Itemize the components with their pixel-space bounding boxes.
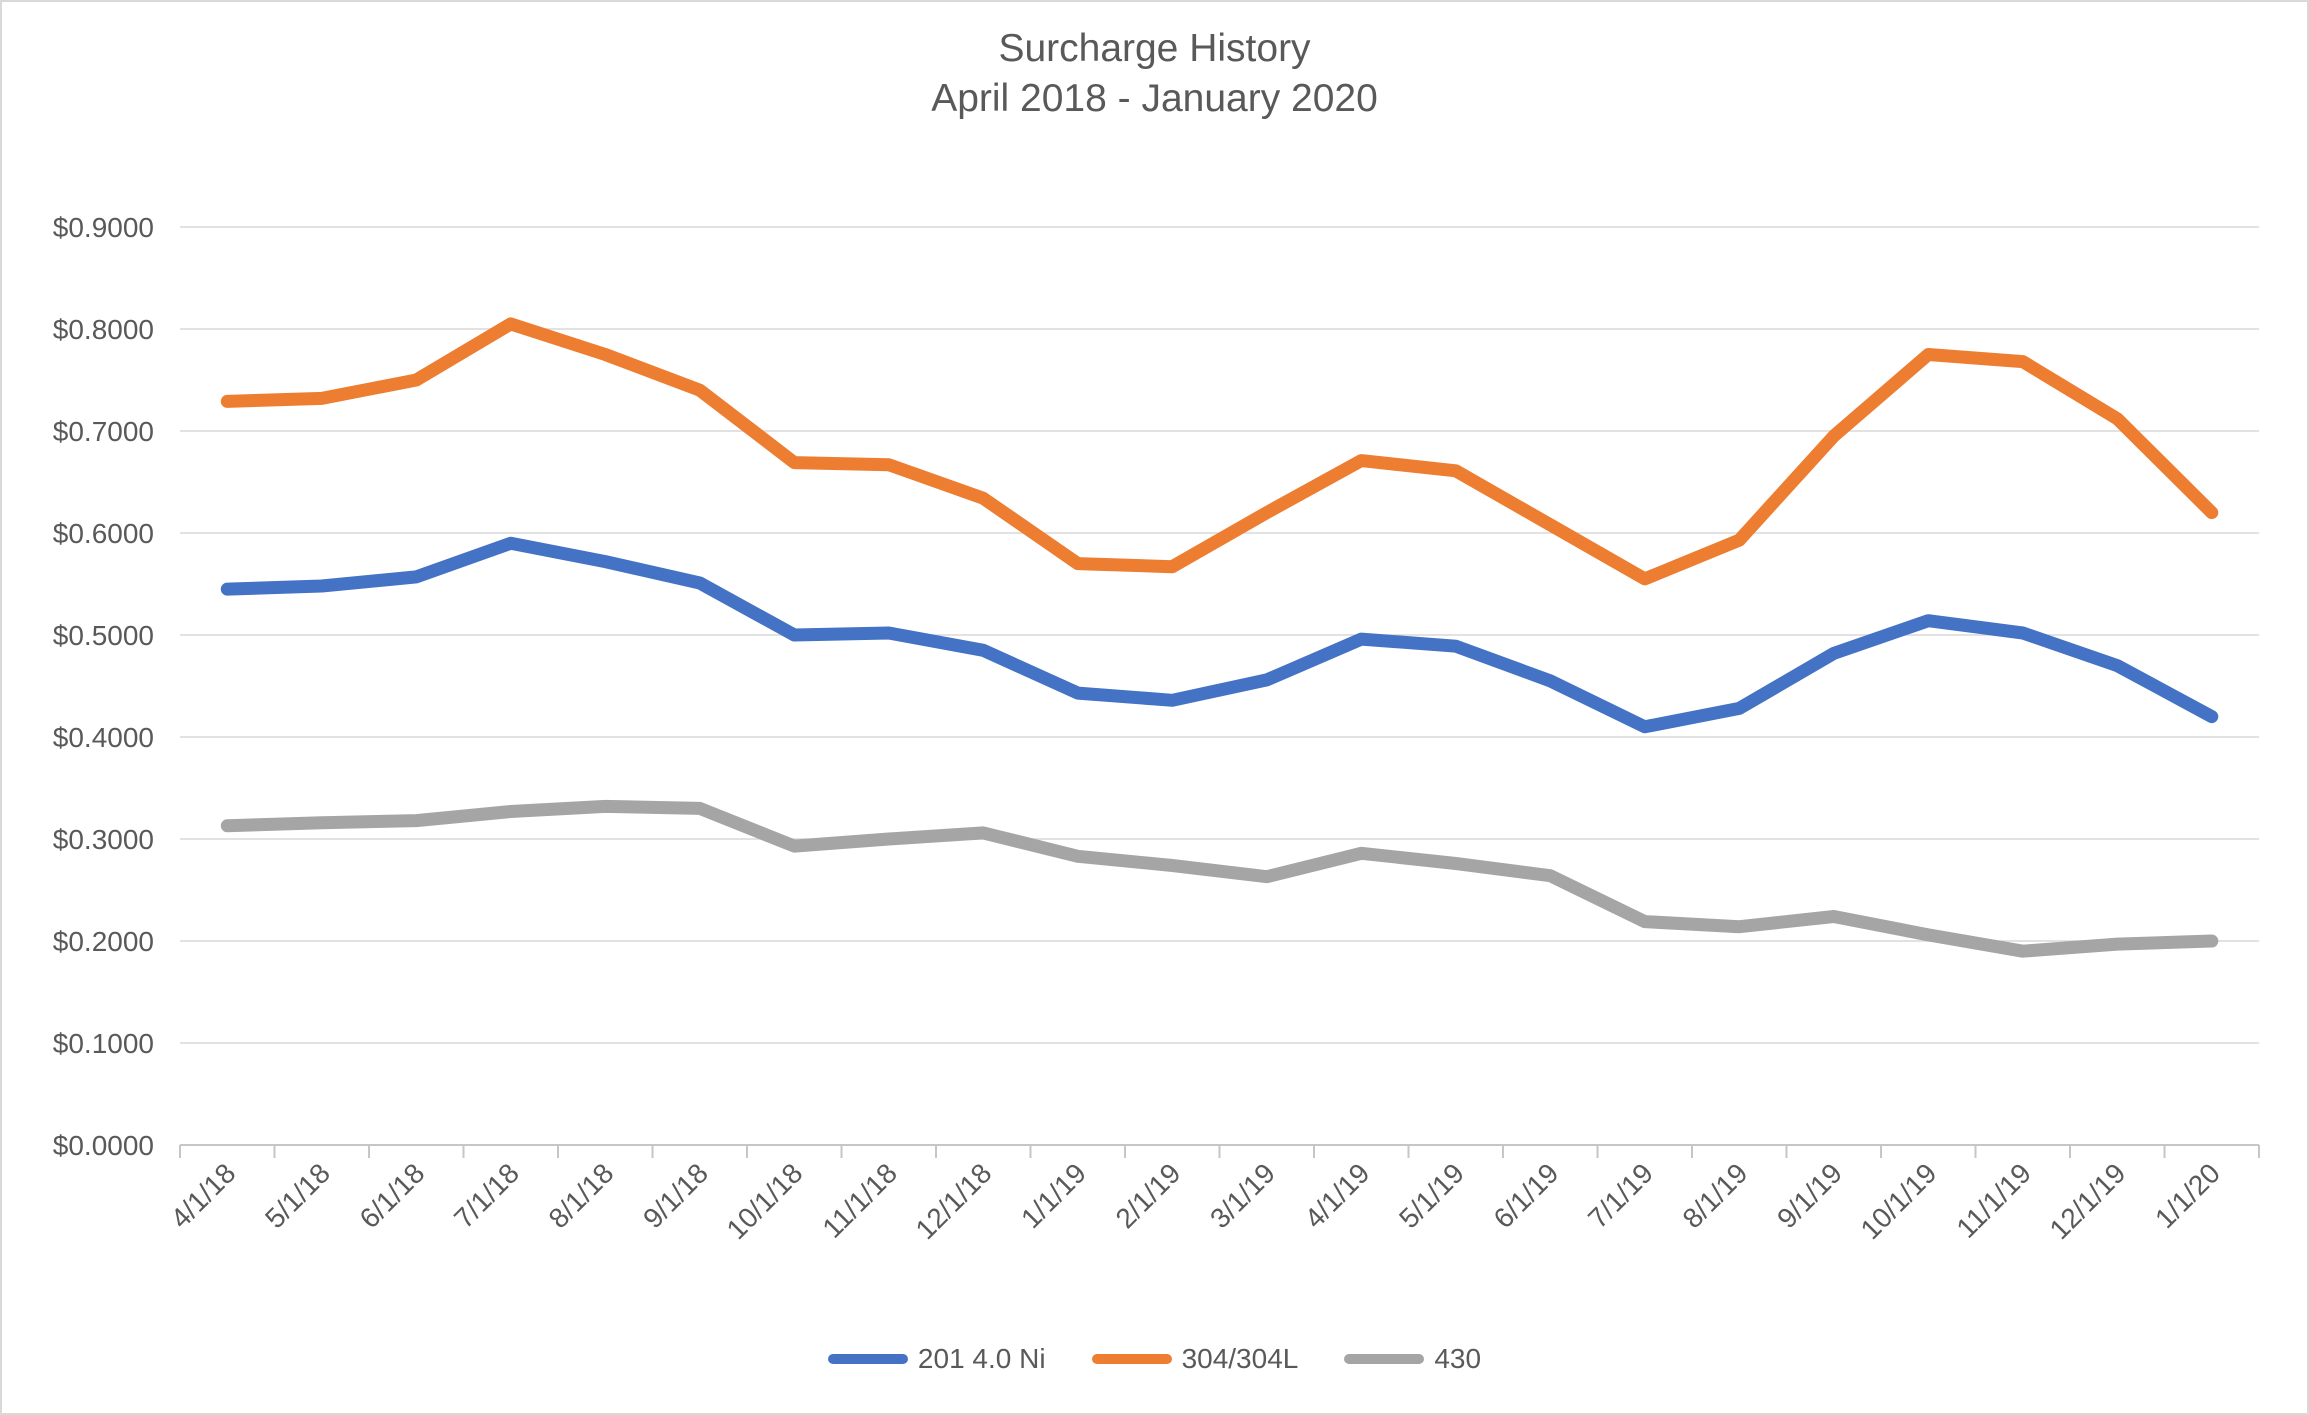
y-axis-tick-label: $0.3000 [53,824,154,855]
y-axis-tick-label: $0.8000 [53,314,154,345]
x-axis-tick-label: 11/1/19 [1950,1157,2037,1244]
legend-label-201-4-0-ni: 201 4.0 Ni [917,1343,1046,1374]
y-axis-tick-label: $0.4000 [53,722,154,753]
legend-swatch-304-304l [1091,1354,1172,1364]
y-axis-tick-label: $0.1000 [53,1028,154,1059]
legend-item-430: 430 [1344,1343,1481,1375]
x-axis-tick-label: 12/1/18 [910,1157,998,1245]
x-axis-tick-label: 8/1/18 [543,1157,620,1234]
legend-swatch-430 [1344,1354,1425,1364]
chart-title-block: Surcharge History April 2018 - January 2… [2,24,2307,124]
legend-label-304-304l: 304/304L [1181,1343,1299,1374]
chart-title: Surcharge History [998,27,1311,70]
legend-swatch-201-4-0-ni [827,1354,908,1364]
x-axis-tick-label: 8/1/19 [1677,1157,1754,1234]
y-axis-tick-label: $0.5000 [53,620,154,651]
y-axis-labels: $0.0000 $0.1000 $0.2000 $0.3000 $0.4000 $0.50… [53,212,154,1161]
x-axis-tick-label: 1/1/20 [2149,1157,2226,1234]
x-axis-tick-label: 4/1/18 [165,1157,242,1234]
y-axis-tick-label: $0.9000 [53,212,154,243]
series-lines [220,317,2219,958]
x-axis-tick-label: 12/1/19 [2044,1157,2132,1245]
x-axis-tick-label: 9/1/19 [1771,1157,1848,1234]
y-axis-tick-label: $0.6000 [53,518,154,549]
axes [179,1144,2260,1158]
x-axis-tick-label: 9/1/18 [637,1157,714,1234]
x-axis-tick-label: 5/1/19 [1393,1157,1470,1234]
x-axis-tick-label: 7/1/19 [1582,1157,1659,1234]
y-axis-tick-label: $0.0000 [53,1130,154,1161]
y-axis-tick-label: $0.7000 [53,416,154,447]
x-axis-labels: 4/1/18 5/1/18 6/1/18 7/1/18 8/1/18 9/1/18 10/1… [165,1157,2226,1245]
x-axis-tick-label: 10/1/18 [721,1157,809,1245]
x-axis-tick-label: 1/1/19 [1015,1157,1092,1234]
series-line-201-4-0-ni [220,536,2219,734]
x-axis-tick-label: 6/1/18 [354,1157,431,1234]
x-axis-tick-label: 5/1/18 [259,1157,336,1234]
x-axis-tick-label: 7/1/18 [448,1157,525,1234]
series-line-430 [220,799,2219,958]
x-axis-tick-label: 4/1/19 [1299,1157,1376,1234]
legend-item-304-304l: 304/304L [1091,1343,1299,1375]
x-axis-tick-label: 6/1/19 [1488,1157,1565,1234]
x-axis-tick-label: 3/1/19 [1204,1157,1281,1234]
y-axis-tick-label: $0.2000 [53,926,154,957]
x-axis-tick-label: 2/1/19 [1110,1157,1187,1234]
x-axis-tick-label: 11/1/18 [816,1157,903,1244]
chart-subtitle: April 2018 - January 2020 [931,77,1378,120]
x-axis-tick-label: 10/1/19 [1855,1157,1943,1245]
legend: 201 4.0 Ni 304/304L 430 [2,1343,2307,1375]
legend-item-201-4-0-ni: 201 4.0 Ni [827,1343,1046,1375]
series-line-304-304l [220,317,2219,586]
legend-label-430: 430 [1434,1343,1482,1374]
